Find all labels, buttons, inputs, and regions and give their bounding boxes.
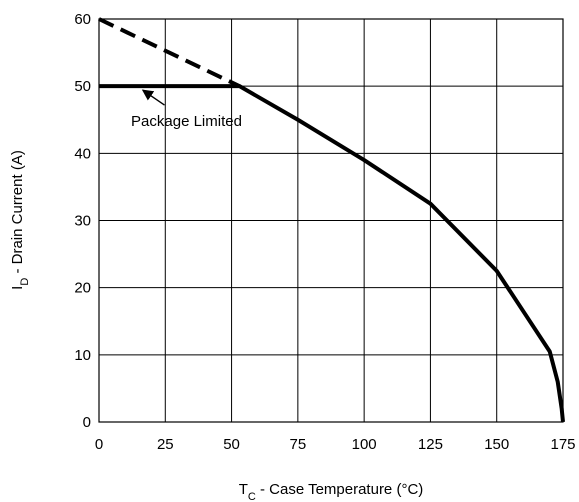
y-tick-label-2: 20 (74, 280, 91, 297)
x-axis-label-main: T (239, 481, 248, 498)
y-tick-label-6: 60 (74, 11, 91, 28)
x-tick-label-2: 50 (223, 436, 240, 453)
x-axis-label-rest: - Case Temperature (°C) (256, 481, 423, 498)
series-layer (98, 17, 565, 423)
x-tick-label-6: 150 (484, 436, 509, 453)
x-tick-label-0: 0 (95, 436, 103, 453)
x-axis-label: TC - Case Temperature (°C) (239, 481, 424, 502)
x-tick-label-5: 125 (418, 436, 443, 453)
y-axis-label-main: I (9, 286, 26, 290)
x-tick-label-7: 175 (550, 436, 575, 453)
y-tick-label-1: 10 (74, 347, 91, 364)
y-axis-label-sub: D (19, 278, 31, 286)
annotation-arrow-0 (141, 89, 165, 106)
y-axis-label: ID - Drain Current (A) (9, 150, 31, 290)
tick-layer: 0 25 50 75 100 125 150 175 0 10 20 30 40 50 60 (74, 11, 575, 453)
annotation-text-0: Package Limited (131, 113, 242, 130)
y-tick-label-0: 0 (83, 414, 91, 431)
y-tick-label-4: 40 (74, 145, 91, 162)
x-tick-label-4: 100 (352, 436, 377, 453)
x-axis-label-sub: C (248, 491, 256, 502)
series-line-1 (99, 84, 565, 423)
grid-layer (98, 18, 564, 423)
y-tick-label-5: 50 (74, 78, 91, 95)
y-axis-label-rest: - Drain Current (A) (9, 150, 26, 278)
x-tick-label-1: 25 (157, 436, 174, 453)
y-tick-label-3: 30 (74, 213, 91, 230)
x-tick-label-3: 75 (290, 436, 307, 453)
plot-frame (98, 18, 564, 423)
series-line-0 (98, 17, 241, 88)
annotation-layer: Package Limited (131, 89, 242, 130)
